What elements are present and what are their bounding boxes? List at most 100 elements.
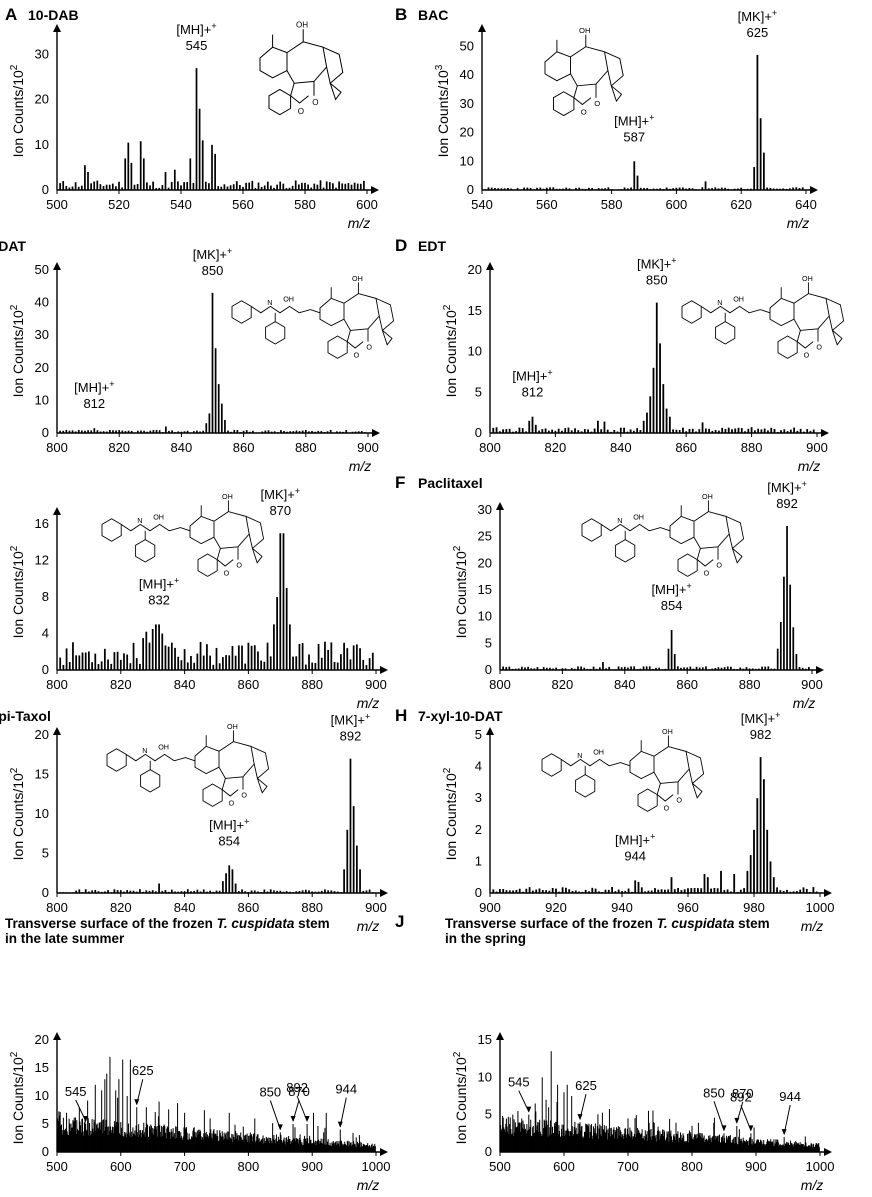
peak-bar	[236, 1133, 238, 1152]
y-tick-label: 0	[42, 182, 49, 197]
peak-bar	[67, 1134, 69, 1152]
peak-bar	[747, 1141, 749, 1152]
peak-bar	[727, 1135, 729, 1152]
peak-bar	[487, 187, 490, 190]
peak-bar	[159, 1131, 161, 1152]
peak-bar	[524, 1129, 526, 1152]
peak-bar	[330, 1145, 332, 1152]
peak-bar	[520, 666, 523, 670]
peak-bar	[701, 1137, 703, 1152]
peak-bar	[720, 1137, 722, 1152]
peak-bar	[568, 889, 571, 893]
peak-bar	[118, 1079, 120, 1152]
oxygen-label: O	[676, 796, 682, 805]
peak-bar	[561, 887, 564, 893]
peak-bar	[221, 1137, 223, 1152]
y-tick-label: 0	[42, 885, 49, 900]
peak-bar	[686, 1142, 688, 1152]
peak-bar	[615, 1127, 617, 1152]
peak-bar	[267, 430, 270, 433]
peak-bar	[204, 1136, 206, 1152]
benzoate-ring	[777, 335, 798, 359]
peak-bar	[498, 889, 501, 893]
peak-bar	[764, 666, 767, 670]
peak-bar	[62, 1134, 64, 1152]
peak-bar	[349, 1145, 351, 1152]
peak-bar	[581, 1125, 583, 1152]
peak-bar	[636, 175, 639, 190]
peak-bar	[195, 1132, 197, 1152]
peak-bar	[599, 1124, 601, 1152]
peak-bar	[745, 1139, 747, 1152]
annotation-arrowhead	[337, 1121, 343, 1128]
peak-bar	[763, 1140, 765, 1152]
peak-bar	[284, 1144, 286, 1152]
y-tick-label: 0	[42, 662, 49, 677]
peak-bar	[812, 429, 815, 433]
peak-bar	[326, 1144, 328, 1152]
peak-bar	[256, 1134, 258, 1152]
peak-bar	[192, 182, 195, 190]
peak-bar	[354, 431, 357, 433]
peak-bar	[235, 181, 238, 190]
peak-bar	[305, 1138, 307, 1152]
peak-bar	[639, 430, 642, 433]
annotation-mz-C: 850	[202, 263, 224, 278]
peak-bar	[649, 1136, 651, 1152]
peak-bar	[767, 1141, 769, 1152]
peak-bar	[775, 1139, 777, 1152]
peak-bar	[503, 1127, 505, 1152]
peak-bar	[76, 1128, 78, 1152]
oxetane	[610, 85, 623, 103]
peak-bar	[597, 1114, 599, 1152]
side-hydroxyl-label: OH	[633, 513, 644, 522]
peak-bar	[357, 1144, 359, 1152]
peak-bar	[205, 1133, 207, 1152]
x-axis-label-F: m/z	[793, 695, 816, 711]
x-tick-label: 900	[806, 440, 828, 455]
peak-bar	[670, 877, 673, 893]
peak-bar	[216, 1130, 218, 1152]
peak-bar	[79, 1121, 81, 1152]
peak-bar	[138, 1124, 140, 1152]
peak-bar	[134, 1130, 136, 1152]
peak-bar	[198, 108, 201, 190]
peak-bar	[234, 1124, 236, 1152]
peak-bar	[147, 1124, 149, 1152]
peak-bar	[332, 183, 334, 190]
peak-bar	[650, 890, 653, 893]
peak-bar	[271, 1143, 273, 1152]
peak-bar	[135, 658, 138, 670]
peak-bar	[623, 666, 626, 670]
peak-bar	[679, 1137, 681, 1152]
bars-A	[59, 68, 365, 190]
peak-bar	[58, 1111, 60, 1152]
peak-bar	[523, 187, 526, 190]
peak-bar	[170, 889, 173, 893]
peak-bar	[285, 1137, 287, 1152]
peak-bar	[115, 1121, 117, 1152]
peak-bar	[219, 1130, 221, 1152]
y-tick-label: 0	[485, 1144, 492, 1159]
peak-bar	[558, 1125, 560, 1152]
peak-bar	[809, 1146, 811, 1152]
peak-bar	[65, 185, 68, 190]
peak-bar	[347, 183, 350, 190]
peak-bar	[594, 1123, 596, 1152]
peak-bar	[682, 1133, 684, 1152]
peak-bar	[802, 1144, 804, 1152]
peak-bar	[744, 431, 746, 433]
peak-bar	[630, 187, 632, 190]
peak-bar	[135, 1125, 137, 1152]
peak-bar	[611, 887, 613, 893]
peak-bar	[776, 1139, 778, 1152]
peak-bar	[161, 633, 164, 670]
peak-bar	[88, 651, 90, 670]
peak-bar	[97, 664, 100, 670]
peak-bar	[630, 1137, 632, 1152]
peak-bar	[322, 187, 325, 190]
ring-c	[725, 515, 745, 550]
peak-bar	[222, 881, 224, 893]
peak-bar	[757, 428, 760, 433]
peak-bar	[321, 1143, 323, 1152]
